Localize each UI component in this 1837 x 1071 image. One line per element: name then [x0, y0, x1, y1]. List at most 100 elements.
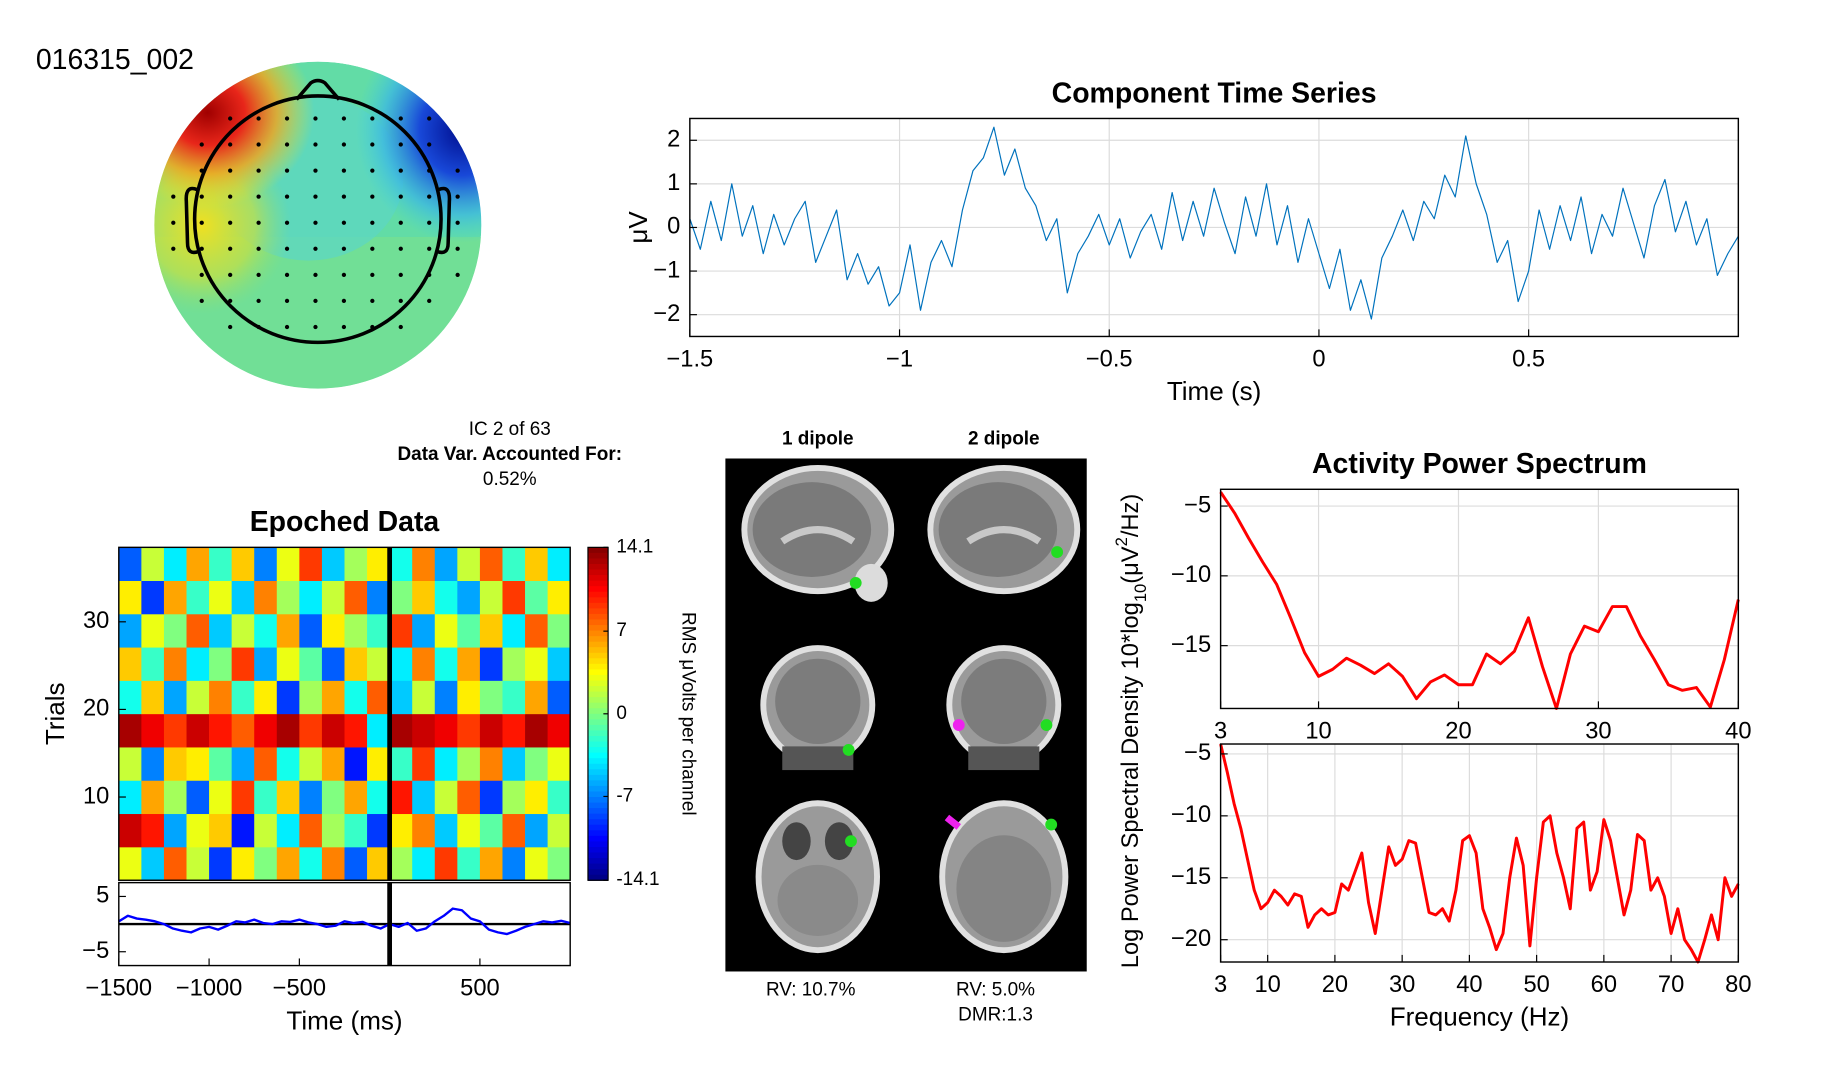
- heatmap-cell: [118, 813, 142, 848]
- heatmap-cell: [209, 680, 233, 715]
- heatmap-cell: [254, 713, 278, 748]
- heatmap-cell: [321, 846, 345, 881]
- heatmap-cell: [276, 613, 300, 648]
- heatmap-cell: [299, 846, 323, 881]
- heatmap-cell: [209, 547, 233, 581]
- heatmap-cell: [186, 813, 210, 848]
- heatmap-cell: [321, 780, 345, 815]
- electrode: [228, 324, 233, 330]
- electrode: [256, 194, 261, 199]
- y-axis-label: μV: [623, 211, 653, 244]
- heatmap-cell: [299, 580, 323, 615]
- x-tick-label: 10: [1305, 718, 1331, 744]
- electrode: [455, 246, 460, 251]
- y-tick-label: 1: [667, 170, 680, 196]
- heatmap-cell: [118, 747, 142, 781]
- colorbar-swatch: [587, 547, 609, 554]
- heatmap-cell: [231, 713, 255, 748]
- electrode: [256, 272, 261, 277]
- y-tick-label: 10: [83, 783, 109, 809]
- heatmap-cell: [118, 680, 142, 715]
- electrode: [228, 246, 233, 251]
- heatmap-cell: [209, 780, 233, 815]
- electrode: [228, 220, 233, 225]
- heatmap-cell: [276, 647, 300, 681]
- electrode: [341, 246, 347, 251]
- y-tick-label: −10: [1171, 562, 1211, 588]
- heatmap-cell: [457, 547, 481, 581]
- colorbar-tick-label: 7: [616, 620, 627, 641]
- electrode: [284, 272, 290, 277]
- heatmap-cell: [118, 547, 142, 581]
- heatmap-cell: [412, 547, 436, 581]
- heatmap-cell: [412, 580, 436, 615]
- heatmap-cell: [276, 747, 300, 781]
- heatmap-cell: [479, 647, 503, 681]
- x-axis-label: Time (s): [1167, 376, 1262, 406]
- heatmap-cell: [412, 713, 436, 748]
- electrode: [341, 220, 347, 225]
- colorbar-tick-label: 0: [616, 703, 627, 724]
- x-tick-label: 60: [1591, 972, 1617, 998]
- heatmap-cell: [299, 813, 323, 848]
- mri-sagittal: [927, 465, 1081, 595]
- residual-variance: RV: 10.7%: [766, 979, 856, 1000]
- heatmap-cell: [502, 580, 526, 615]
- heatmap-cell: [367, 780, 390, 815]
- x-tick-label: 20: [1322, 972, 1348, 998]
- x-axis-label: Time (ms): [286, 1005, 402, 1035]
- heatmap-cell: [254, 813, 278, 848]
- electrode: [256, 298, 261, 304]
- electrode: [313, 142, 318, 147]
- heatmap-cell: [479, 780, 503, 815]
- x-tick-label: −1: [886, 346, 913, 372]
- heatmap-cell: [547, 613, 571, 648]
- heatmap-cell: [525, 547, 548, 581]
- electrode: [199, 220, 204, 225]
- chart-title: Epoched Data: [250, 506, 440, 538]
- mri-coronal: [946, 645, 1062, 771]
- heatmap-cell: [389, 680, 413, 715]
- heatmap-cell: [186, 580, 210, 615]
- axes-frame: [118, 546, 571, 881]
- heatmap-cell: [412, 613, 436, 648]
- heatmap-cell: [434, 780, 458, 815]
- heatmap-cell: [209, 580, 233, 615]
- electrode: [313, 324, 318, 330]
- heatmap-cell: [434, 680, 458, 715]
- x-tick-label: 0: [1312, 346, 1325, 372]
- electrode: [341, 142, 347, 147]
- electrode: [284, 246, 290, 251]
- y-tick-label: −5: [1184, 740, 1211, 766]
- heatmap-cell: [502, 713, 526, 748]
- heatmap-cell: [141, 613, 165, 648]
- heatmap-cell: [299, 780, 323, 815]
- heatmap-cell: [299, 713, 323, 748]
- heatmap-cell: [457, 580, 481, 615]
- heatmap-cell: [276, 846, 300, 881]
- electrode: [228, 168, 233, 173]
- heatmap-cell: [457, 747, 481, 781]
- electrode: [341, 324, 347, 330]
- heatmap-cell: [186, 747, 210, 781]
- heatmap-cell: [367, 580, 390, 615]
- colorbar-swatch: [587, 591, 609, 598]
- heatmap-cell: [412, 846, 436, 881]
- colorbar-swatch: [587, 563, 609, 571]
- heatmap-cell: [412, 647, 436, 681]
- y-axis-label-part: 10: [1131, 584, 1150, 602]
- electrode: [199, 298, 204, 304]
- heatmap-cell: [163, 713, 187, 748]
- colorbar-swatch: [587, 586, 609, 593]
- x-tick-label: −500: [273, 976, 326, 1002]
- heatmap-cell: [389, 846, 413, 881]
- heatmap-cell: [141, 813, 165, 848]
- electrode: [313, 220, 318, 225]
- heatmap-cell: [457, 647, 481, 681]
- heatmap-cell: [321, 713, 345, 748]
- heatmap-cell: [502, 846, 526, 881]
- heatmap-cell: [254, 680, 278, 715]
- heatmap-cell: [254, 647, 278, 681]
- electrode: [398, 324, 403, 330]
- x-tick-label: 30: [1389, 972, 1415, 998]
